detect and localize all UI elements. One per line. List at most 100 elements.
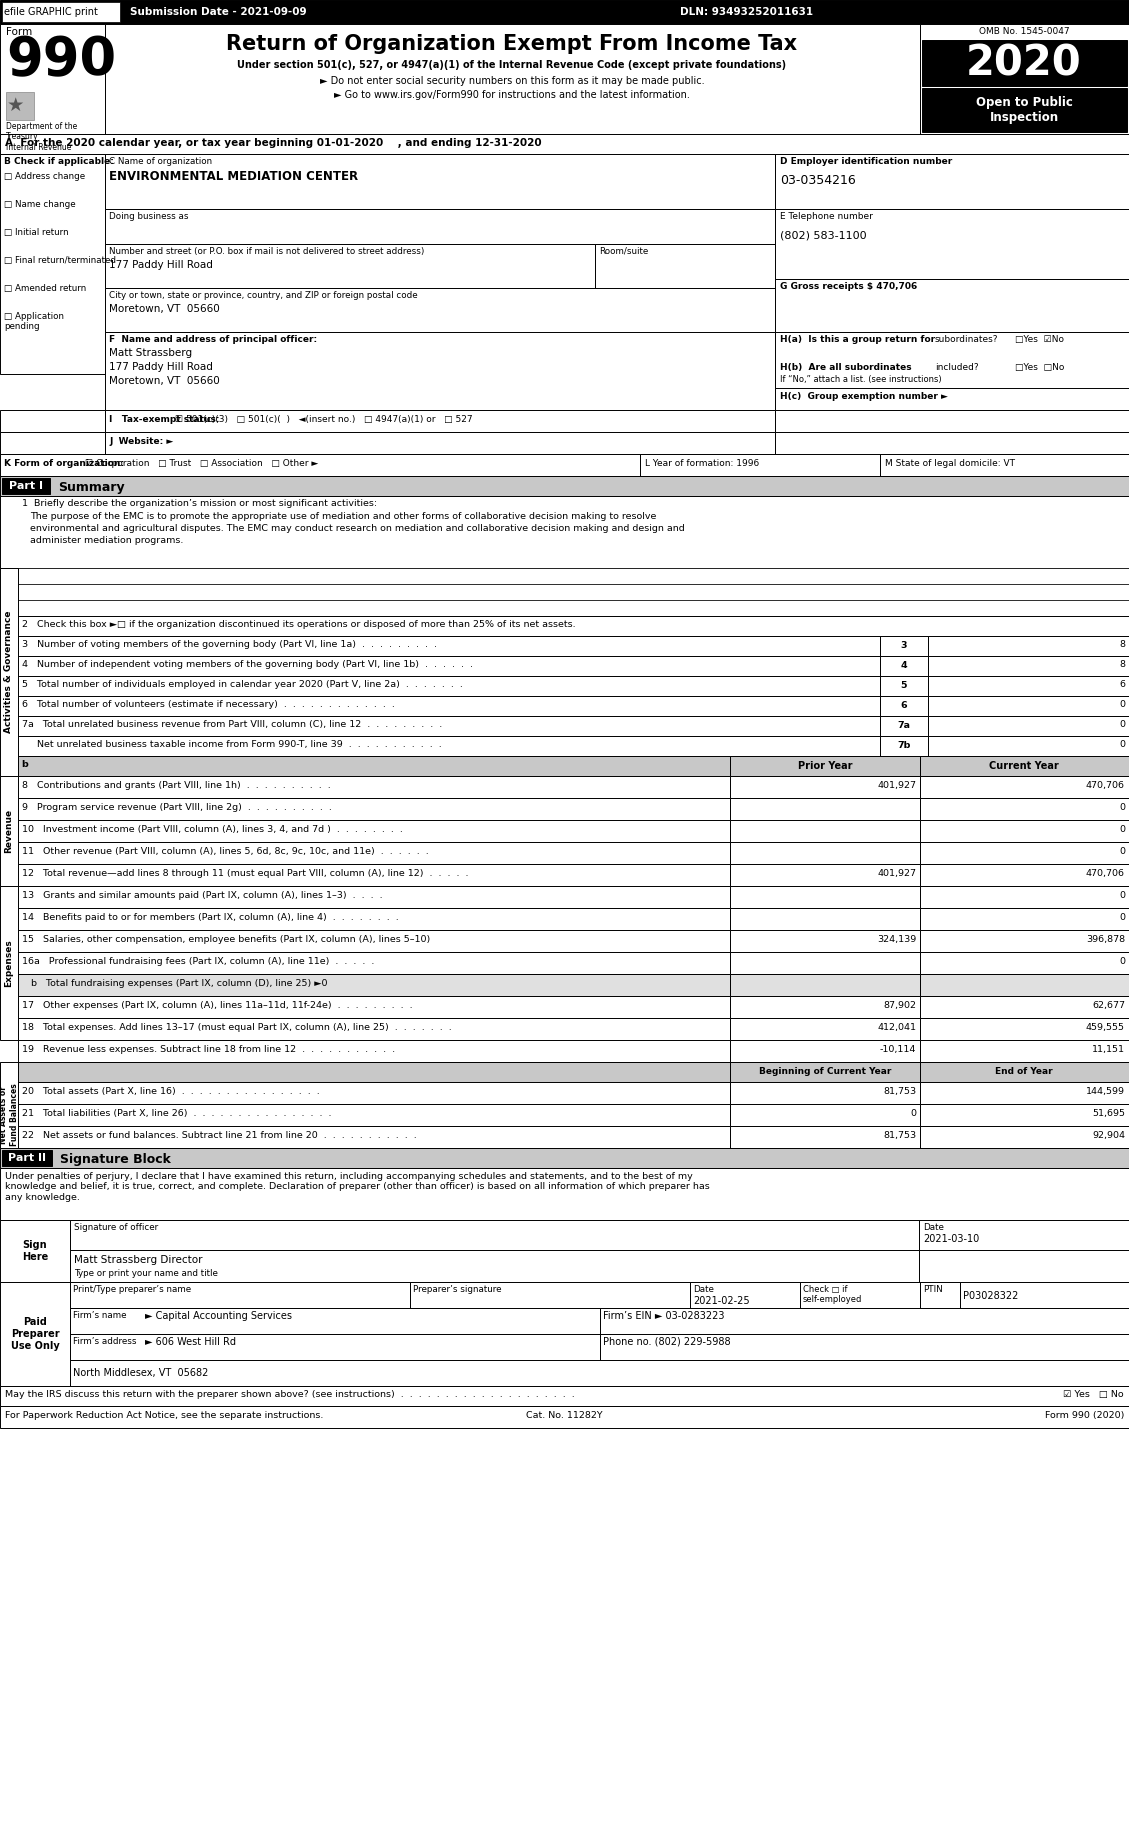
- Text: subordinates?: subordinates?: [935, 334, 998, 343]
- Text: 0: 0: [1119, 914, 1124, 923]
- Text: Phone no. (802) 229-5988: Phone no. (802) 229-5988: [603, 1337, 730, 1346]
- Text: ★: ★: [7, 97, 25, 115]
- Bar: [879, 676, 928, 696]
- Text: Firm’s name: Firm’s name: [73, 1312, 126, 1319]
- Text: □ Amended return: □ Amended return: [5, 283, 86, 292]
- Bar: [928, 696, 1129, 716]
- Bar: [70, 1359, 1129, 1387]
- Bar: [730, 864, 920, 886]
- Text: 6   Total number of volunteers (estimate if necessary)  .  .  .  .  .  .  .  .  : 6 Total number of volunteers (estimate i…: [21, 700, 395, 709]
- Text: 7b: 7b: [898, 742, 911, 751]
- Bar: [18, 930, 730, 952]
- Text: Check □ if
self-employed: Check □ if self-employed: [803, 1284, 863, 1304]
- Bar: [730, 798, 920, 820]
- Text: PTIN: PTIN: [924, 1284, 943, 1294]
- Bar: [920, 756, 1129, 776]
- Text: G Gross receipts $ 470,706: G Gross receipts $ 470,706: [780, 281, 917, 290]
- Bar: [920, 1283, 960, 1308]
- Bar: [928, 716, 1129, 736]
- Text: 7a   Total unrelated business revenue from Part VIII, column (C), line 12  .  . : 7a Total unrelated business revenue from…: [21, 720, 443, 729]
- Bar: [18, 820, 730, 842]
- Bar: [18, 656, 879, 676]
- Text: 0: 0: [1119, 848, 1124, 857]
- Bar: [960, 1283, 1129, 1308]
- Bar: [0, 477, 1129, 495]
- Bar: [0, 153, 105, 375]
- Bar: [774, 153, 1129, 208]
- Bar: [0, 133, 1129, 153]
- Bar: [879, 656, 928, 676]
- Text: Part II: Part II: [8, 1153, 46, 1164]
- Text: b: b: [21, 760, 28, 769]
- Bar: [920, 864, 1129, 886]
- Bar: [18, 974, 730, 996]
- Bar: [105, 333, 774, 409]
- Bar: [2, 1149, 52, 1166]
- Bar: [920, 24, 1129, 133]
- Text: 4: 4: [901, 661, 908, 671]
- Text: Department of the
Treasury
Internal Revenue: Department of the Treasury Internal Reve…: [6, 122, 77, 152]
- Bar: [730, 756, 920, 776]
- Text: 2021-02-25: 2021-02-25: [693, 1295, 750, 1306]
- Bar: [774, 280, 1129, 333]
- Text: ► 606 West Hill Rd: ► 606 West Hill Rd: [145, 1337, 236, 1346]
- Bar: [928, 676, 1129, 696]
- Text: 8: 8: [1119, 639, 1124, 649]
- Text: Under penalties of perjury, I declare that I have examined this return, includin: Under penalties of perjury, I declare th…: [5, 1171, 710, 1202]
- Text: 21   Total liabilities (Part X, line 26)  .  .  .  .  .  .  .  .  .  .  .  .  . : 21 Total liabilities (Part X, line 26) .…: [21, 1109, 332, 1118]
- Bar: [928, 736, 1129, 756]
- Bar: [920, 908, 1129, 930]
- Text: □ Initial return: □ Initial return: [5, 228, 69, 238]
- Bar: [0, 886, 18, 1040]
- Text: 412,041: 412,041: [877, 1023, 916, 1032]
- Text: -10,114: -10,114: [879, 1045, 916, 1054]
- Text: 401,927: 401,927: [877, 780, 916, 789]
- Text: 15   Salaries, other compensation, employee benefits (Part IX, column (A), lines: 15 Salaries, other compensation, employe…: [21, 935, 430, 945]
- Bar: [105, 245, 595, 289]
- Bar: [105, 208, 774, 245]
- Bar: [922, 88, 1127, 132]
- Text: □Yes  ☑No: □Yes ☑No: [1015, 334, 1064, 343]
- Text: Signature Block: Signature Block: [60, 1153, 170, 1166]
- Text: Part I: Part I: [9, 481, 43, 491]
- Bar: [599, 1334, 1129, 1359]
- Text: □Yes  □No: □Yes □No: [1015, 364, 1065, 373]
- Text: 51,695: 51,695: [1092, 1109, 1124, 1118]
- Bar: [730, 952, 920, 974]
- Text: ☑ Corporation   □ Trust   □ Association   □ Other ►: ☑ Corporation □ Trust □ Association □ Ot…: [85, 459, 318, 468]
- Bar: [879, 736, 928, 756]
- Text: Preparer’s signature: Preparer’s signature: [413, 1284, 501, 1294]
- Text: 396,878: 396,878: [1086, 935, 1124, 945]
- Bar: [919, 1220, 1129, 1250]
- Bar: [730, 1104, 920, 1125]
- Text: □ Final return/terminated: □ Final return/terminated: [5, 256, 116, 265]
- Bar: [730, 974, 920, 996]
- Text: Signature of officer: Signature of officer: [75, 1222, 158, 1231]
- Text: D Employer identification number: D Employer identification number: [780, 157, 952, 166]
- Text: 16a   Professional fundraising fees (Part IX, column (A), line 11e)  .  .  .  . : 16a Professional fundraising fees (Part …: [21, 957, 375, 966]
- Text: Submission Date - 2021-09-09: Submission Date - 2021-09-09: [130, 7, 307, 16]
- Text: Under section 501(c), 527, or 4947(a)(1) of the Internal Revenue Code (except pr: Under section 501(c), 527, or 4947(a)(1)…: [237, 60, 787, 69]
- Bar: [18, 842, 730, 864]
- Text: Expenses: Expenses: [5, 939, 14, 987]
- Text: ► Capital Accounting Services: ► Capital Accounting Services: [145, 1312, 292, 1321]
- Text: 10   Investment income (Part VIII, column (A), lines 3, 4, and 7d )  .  .  .  . : 10 Investment income (Part VIII, column …: [21, 826, 403, 833]
- Text: B Check if applicable:: B Check if applicable:: [5, 157, 114, 166]
- Bar: [640, 453, 879, 477]
- Text: 81,753: 81,753: [883, 1087, 916, 1096]
- Bar: [18, 886, 730, 908]
- Text: Net Assets or
Fund Balances: Net Assets or Fund Balances: [0, 1083, 19, 1146]
- Bar: [730, 820, 920, 842]
- Bar: [0, 1147, 1129, 1167]
- Text: 0: 0: [1119, 826, 1124, 833]
- Bar: [0, 431, 105, 453]
- Bar: [920, 952, 1129, 974]
- Text: Activities & Governance: Activities & Governance: [5, 610, 14, 733]
- Bar: [730, 842, 920, 864]
- Bar: [18, 1040, 730, 1061]
- Text: ☑ 501(c)(3)   □ 501(c)(  )   ◄(insert no.)   □ 4947(a)(1) or   □ 527: ☑ 501(c)(3) □ 501(c)( ) ◄(insert no.) □ …: [175, 415, 473, 424]
- Text: Form: Form: [6, 27, 33, 37]
- Text: 0: 0: [1119, 804, 1124, 811]
- Bar: [0, 1220, 70, 1283]
- Text: C Name of organization: C Name of organization: [110, 157, 212, 166]
